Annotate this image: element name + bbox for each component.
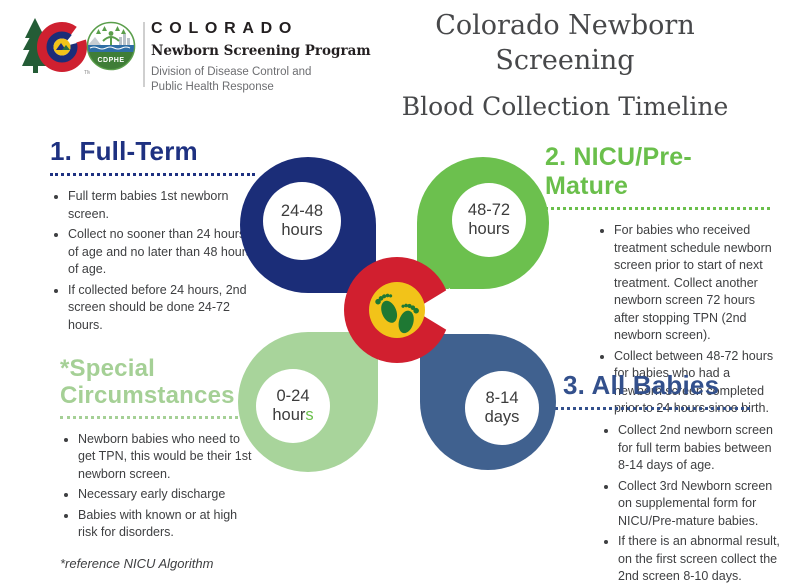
trees-icon bbox=[96, 26, 126, 34]
section-full-term: 1. Full-Term Full term babies 1st newbor… bbox=[50, 136, 255, 337]
nicu-algorithm-footnote: *reference NICU Algorithm bbox=[60, 555, 214, 571]
brand-program-name: Newborn Screening Program bbox=[151, 43, 371, 59]
page-title: Colorado Newborn Screening bbox=[345, 8, 785, 78]
special-heading-line2: Circumstances bbox=[60, 381, 235, 409]
petal-label-line1: 0-24 bbox=[276, 386, 310, 405]
section-special-circumstances: *Special Circumstances Newborn babies wh… bbox=[60, 355, 260, 571]
c-opening bbox=[422, 288, 450, 332]
cdphe-label: CDPHE bbox=[97, 57, 124, 64]
bullet-item: Collect 3rd Newborn screen on supplement… bbox=[618, 478, 782, 531]
division-line1: Division of Disease Control and bbox=[151, 66, 312, 78]
title-line2: Screening bbox=[495, 45, 635, 77]
bullet-item: Newborn babies who need to get TPN, this… bbox=[78, 431, 260, 484]
all-babies-dotted-rule bbox=[548, 407, 750, 410]
all-babies-heading: 3. All Babies bbox=[563, 370, 720, 400]
full-term-heading: 1. Full-Term bbox=[50, 136, 198, 166]
division-line2: Public Health Response bbox=[151, 80, 274, 93]
special-dotted-rule bbox=[60, 415, 256, 419]
bullet-item: If collected before 24 hours, 2nd screen… bbox=[68, 282, 255, 335]
petal-label-line1: 24-48 bbox=[280, 201, 324, 220]
page-subtitle: Blood Collection Timeline bbox=[401, 92, 729, 122]
full-term-dotted-rule bbox=[50, 173, 255, 176]
petal-label-line2: hours bbox=[272, 406, 314, 424]
mountain-icon bbox=[88, 37, 101, 45]
nicu-dotted-rule bbox=[540, 207, 770, 210]
colorado-c-center-badge bbox=[344, 257, 450, 363]
full-term-bullet-list: Full term babies 1st newborn screen. Col… bbox=[54, 188, 255, 334]
petal-label-line1: 48-72 bbox=[467, 200, 511, 219]
cdphe-logo: CDPHE bbox=[86, 21, 136, 71]
petal-label-8-14-days: 8-14 days bbox=[465, 371, 539, 445]
petal-label-0-24-hours: 0-24 hours bbox=[256, 369, 330, 443]
colorado-c-icon bbox=[37, 22, 87, 72]
bullet-item: Collect 2nd newborn screen for full term… bbox=[618, 422, 782, 475]
brand-division: Division of Disease Control and Public H… bbox=[151, 65, 341, 95]
title-line1: Colorado Newborn bbox=[435, 10, 695, 41]
special-heading-line1: *Special bbox=[60, 355, 155, 382]
trademark-symbol: TM bbox=[84, 70, 90, 76]
cdphe-banner bbox=[88, 52, 134, 69]
baby-feet-icon bbox=[375, 293, 419, 334]
bullet-item: Full term babies 1st newborn screen. bbox=[68, 188, 255, 223]
special-bullet-list: Newborn babies who need to get TPN, this… bbox=[64, 431, 260, 542]
blood-collection-flower-diagram: 24-48 hours 48-72 hours 0-24 hours 8-14 … bbox=[230, 148, 565, 483]
page-titles: Colorado Newborn Screening Blood Collect… bbox=[345, 8, 785, 121]
petal-label-line2: days bbox=[484, 408, 520, 426]
section-all-babies: 3. All Babies Collect 2nd newborn screen… bbox=[548, 370, 780, 586]
petal-label-line2: hours bbox=[468, 220, 510, 238]
bullet-item: If there is an abnormal result, on the f… bbox=[618, 533, 782, 586]
petal-label-24-48-hours: 24-48 hours bbox=[263, 182, 341, 260]
all-babies-bullet-list: Collect 2nd newborn screen for full term… bbox=[604, 422, 782, 586]
colorado-state-logo: TM bbox=[22, 18, 90, 76]
bullet-item: For babies who received treatment schedu… bbox=[614, 222, 780, 345]
brand-state-name: COLORADO bbox=[151, 20, 299, 37]
bullet-item: Babies with known or at high risk for di… bbox=[78, 507, 260, 542]
petal-label-line1: 8-14 bbox=[485, 388, 519, 407]
nicu-heading: 2. NICU/Pre-Mature bbox=[545, 143, 692, 200]
brand-divider bbox=[143, 22, 145, 87]
brand-text: COLORADO Newborn Screening Program Divis… bbox=[151, 20, 371, 95]
bullet-item: Collect no sooner than 24 hours of age a… bbox=[68, 226, 255, 279]
special-heading: *Special Circumstances bbox=[60, 355, 260, 410]
petal-label-line2: hours bbox=[281, 221, 323, 239]
river-band bbox=[88, 45, 134, 52]
person-icon bbox=[102, 31, 120, 45]
skyline-icon bbox=[119, 34, 130, 45]
bullet-item: Necessary early discharge bbox=[78, 486, 260, 504]
petal-label-48-72-hours: 48-72 hours bbox=[452, 183, 526, 257]
